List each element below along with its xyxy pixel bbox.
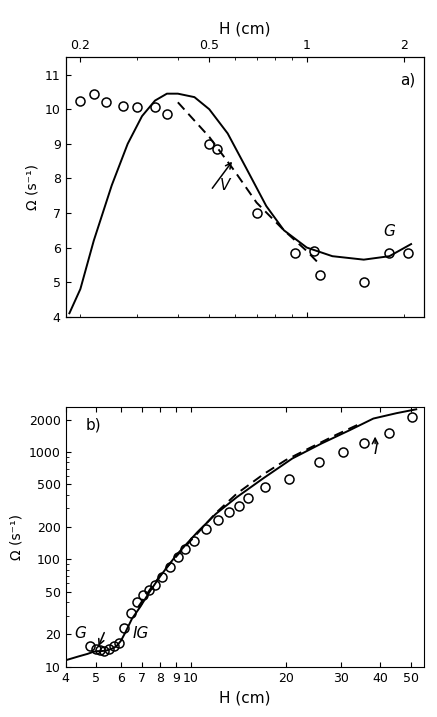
Text: G: G <box>383 224 395 239</box>
Text: G: G <box>74 626 86 641</box>
Text: b): b) <box>85 418 101 433</box>
Text: a): a) <box>401 73 416 88</box>
X-axis label: H (cm): H (cm) <box>219 22 271 37</box>
Y-axis label: Ω (s⁻¹): Ω (s⁻¹) <box>25 164 39 210</box>
Text: V: V <box>220 178 230 193</box>
Text: I: I <box>373 442 378 457</box>
Text: IG: IG <box>133 626 149 641</box>
Y-axis label: Ω (s⁻¹): Ω (s⁻¹) <box>9 514 23 560</box>
X-axis label: H (cm): H (cm) <box>219 690 271 706</box>
